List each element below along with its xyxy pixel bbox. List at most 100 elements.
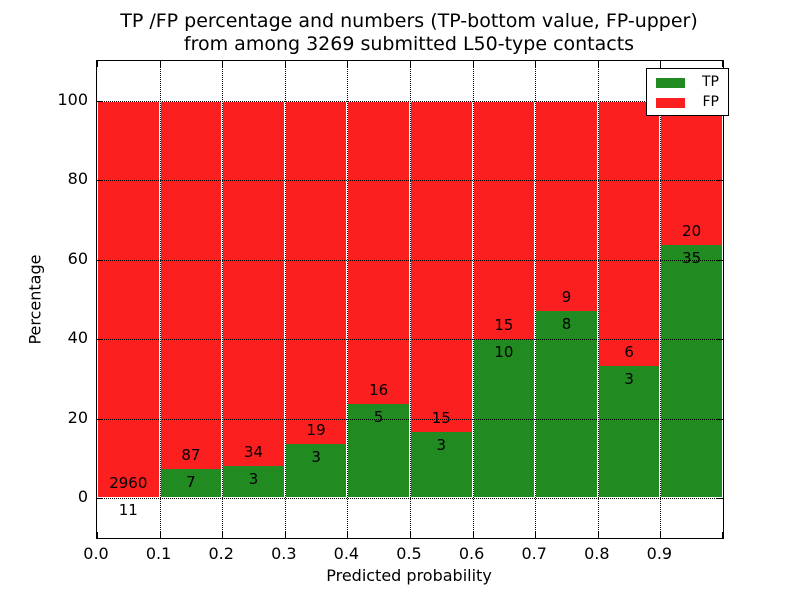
plot-area: 2960 11 87 7 34 3 19 3 16 5 15 3 15 10 9 8 6 3 20 35 — [96, 60, 724, 539]
legend-swatch-tp — [656, 77, 685, 88]
fp-count-label: 15 — [431, 409, 451, 427]
fp-count-label: 6 — [624, 342, 634, 361]
gridline-vertical — [472, 61, 474, 538]
x-tick-mark-top — [722, 61, 723, 67]
x-tick-mark — [597, 532, 599, 538]
tp-count-label: 10 — [494, 343, 514, 362]
y-tick-mark — [97, 100, 103, 102]
chart-title-line1: TP /FP percentage and numbers (TP-bottom… — [120, 10, 698, 32]
gridline-vertical — [535, 61, 537, 538]
y-tick-mark-right — [717, 498, 723, 500]
x-tick-mark-top — [347, 61, 349, 67]
tp-count-label: 11 — [118, 500, 138, 519]
fp-count-label: 87 — [181, 445, 201, 464]
gridline-vertical — [159, 61, 161, 538]
y-tick-mark — [97, 180, 103, 182]
y-tick-label: 80 — [67, 169, 88, 189]
gridline-horizontal — [97, 180, 723, 182]
fp-count-label: 19 — [306, 421, 326, 440]
bar-segment-tp — [284, 444, 348, 499]
x-tick-label: 0.1 — [145, 544, 172, 563]
tp-count-label: 5 — [373, 407, 384, 426]
bar-segment-tp — [97, 496, 160, 499]
bar-segment-fp — [472, 100, 536, 340]
legend-entry: TP — [656, 75, 719, 90]
x-tick-mark-top — [284, 61, 286, 67]
gridline-vertical — [597, 61, 599, 538]
legend-label-tp: TP — [702, 74, 719, 90]
x-tick-mark — [347, 532, 349, 538]
x-tick-label: 0.9 — [646, 544, 673, 563]
y-tick-mark — [97, 259, 103, 261]
tp-count-label: 3 — [436, 436, 447, 454]
chart-title-line2: from among 3269 submitted L50-type conta… — [183, 33, 635, 55]
x-tick-mark-top — [159, 61, 161, 67]
gridline-vertical — [660, 61, 662, 538]
tp-count-label: 3 — [624, 369, 634, 388]
x-tick-label: 0.8 — [584, 544, 610, 563]
x-tick-mark — [222, 532, 224, 538]
y-tick-mark — [97, 418, 103, 420]
x-tick-mark — [472, 532, 474, 538]
x-tick-mark-top — [660, 61, 662, 67]
y-tick-mark-right — [717, 339, 723, 341]
bar-segment-fp — [347, 100, 410, 404]
x-tick-label: 0.0 — [83, 544, 109, 563]
y-tick-label: 40 — [67, 328, 88, 348]
tp-count-label: 8 — [561, 315, 572, 334]
x-tick-mark — [97, 532, 98, 538]
gridline-horizontal — [97, 498, 723, 500]
gridline-vertical — [222, 61, 224, 538]
y-tick-label: 100 — [57, 89, 88, 109]
legend-label-fp: FP — [702, 94, 720, 110]
x-tick-mark — [535, 532, 537, 538]
legend: TP FP — [646, 68, 729, 116]
gridline-horizontal — [97, 259, 723, 261]
x-tick-label: 0.5 — [396, 544, 422, 563]
x-tick-label: 0.7 — [521, 544, 547, 563]
gridline-vertical — [410, 61, 411, 538]
bar-segment-tp — [660, 245, 723, 499]
bar-segment-fp — [597, 100, 661, 366]
tp-count-label: 3 — [248, 470, 259, 489]
bar-segment-fp — [410, 100, 473, 432]
bar-segment-fp — [222, 100, 285, 467]
fp-count-label: 9 — [561, 288, 572, 307]
y-tick-label: 0 — [77, 487, 88, 507]
x-tick-mark-top — [472, 61, 474, 67]
bar-segment-fp — [535, 100, 598, 312]
gridline-horizontal — [97, 339, 723, 341]
x-tick-mark-top — [222, 61, 224, 67]
fp-count-label: 20 — [682, 222, 702, 241]
chart-title: TP /FP percentage and numbers (TP-bottom… — [96, 10, 722, 56]
fp-count-label: 15 — [494, 316, 514, 335]
x-tick-mark — [159, 532, 161, 538]
x-tick-label: 0.2 — [208, 544, 234, 563]
y-tick-mark — [97, 498, 103, 500]
x-tick-mark — [722, 532, 723, 538]
gridline-horizontal — [97, 100, 723, 102]
x-tick-label: 0.4 — [333, 544, 360, 563]
fp-count-label: 16 — [369, 380, 389, 399]
x-tick-mark — [284, 532, 286, 538]
x-tick-mark-top — [597, 61, 599, 67]
y-tick-mark-right — [717, 180, 723, 182]
bar-segment-fp — [159, 100, 223, 469]
fp-count-label: 34 — [243, 443, 264, 462]
legend-swatch-fp — [656, 97, 685, 108]
y-axis-label: Percentage — [25, 254, 45, 345]
gridline-vertical — [284, 61, 286, 538]
tp-count-label: 7 — [186, 472, 196, 491]
y-tick-mark — [97, 339, 103, 341]
x-tick-mark-top — [97, 61, 98, 67]
bar-segment-fp — [97, 100, 160, 497]
gridline-vertical — [347, 61, 349, 538]
x-tick-label: 0.3 — [271, 544, 297, 563]
x-tick-mark-top — [410, 61, 411, 67]
bar-segment-tp — [597, 365, 661, 499]
bar-segment-tp — [535, 311, 598, 499]
tp-count-label: 35 — [682, 249, 702, 268]
tp-count-label: 3 — [311, 448, 321, 467]
fp-count-label: 2960 — [109, 473, 148, 492]
